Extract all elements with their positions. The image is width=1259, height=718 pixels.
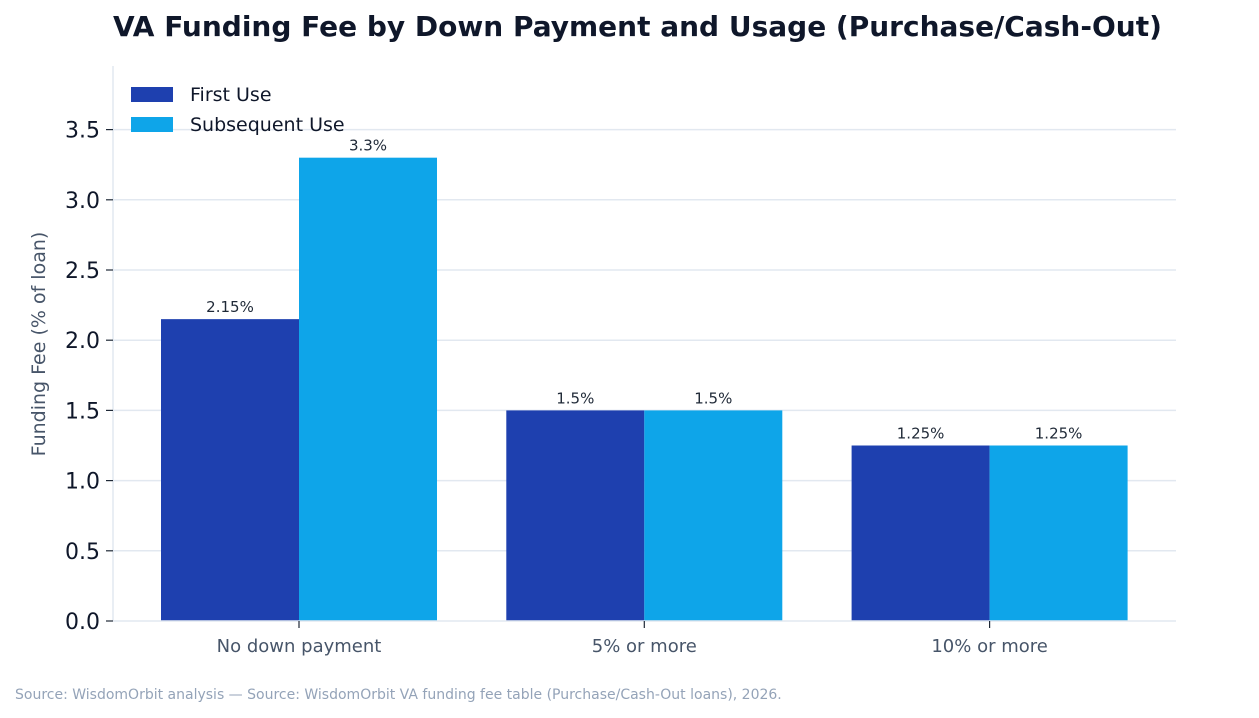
y-tick-label: 1.0: [65, 470, 100, 495]
source-note: Source: WisdomOrbit analysis — Source: W…: [15, 687, 782, 703]
y-tick-label: 2.5: [65, 259, 100, 284]
x-tick-label: No down payment: [217, 636, 382, 657]
data-label: 1.25%: [897, 425, 945, 443]
y-tick-label: 1.5: [65, 399, 100, 424]
bars: [161, 157, 1128, 621]
bar-first-use-2: [506, 410, 645, 621]
bar-subsequent-use-2: [644, 410, 783, 621]
y-tick-label: 2.0: [65, 329, 100, 354]
bar-first-use-3: [851, 445, 990, 621]
y-tick-label: 3.0: [65, 189, 100, 214]
legend-label: First Use: [190, 84, 272, 106]
bar-first-use-1: [161, 319, 299, 621]
bar-subsequent-use-1: [299, 157, 437, 621]
y-tick-label: 0.5: [65, 540, 100, 565]
legend-swatch: [131, 87, 173, 102]
data-label: 1.5%: [556, 389, 594, 407]
data-labels: 2.15% 3.3% 1.5% 1.5% 1.25% 1.25%: [206, 137, 1082, 443]
axes: 0.0 0.5 1.0 1.5 2.0 2.5 3.0 3.5 No down payment 5…: [28, 66, 1176, 657]
data-label: 1.5%: [694, 389, 732, 407]
data-label: 3.3%: [349, 137, 387, 155]
y-axis-label: Funding Fee (% of loan): [28, 232, 50, 457]
legend-label: Subsequent Use: [190, 114, 345, 136]
x-tick-label: 5% or more: [592, 636, 697, 657]
legend: First Use Subsequent Use: [131, 84, 345, 136]
x-tick-label: 10% or more: [931, 636, 1048, 657]
y-tick-label: 3.5: [65, 119, 100, 144]
chart-title: VA Funding Fee by Down Payment and Usage…: [113, 10, 1162, 43]
legend-swatch: [131, 117, 173, 132]
y-tick-label: 0.0: [65, 610, 100, 635]
data-label: 1.25%: [1035, 425, 1083, 443]
bar-subsequent-use-3: [989, 445, 1128, 621]
data-label: 2.15%: [206, 298, 254, 316]
